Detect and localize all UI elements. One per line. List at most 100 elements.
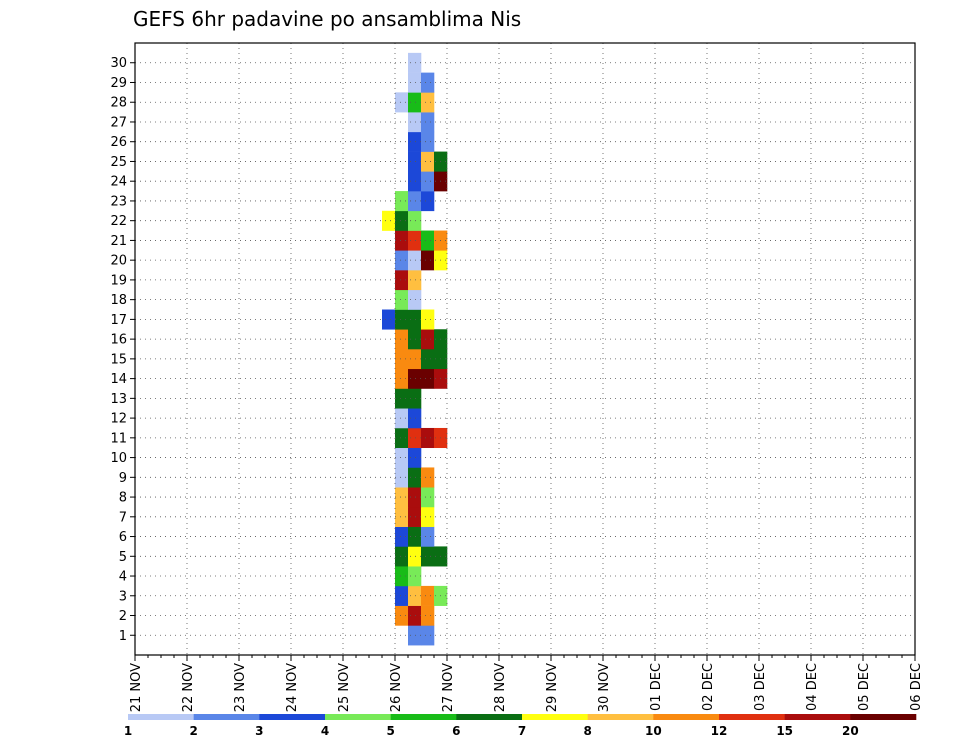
colorbar-tick-label: 7	[518, 724, 526, 738]
y-tick-label: 10	[110, 451, 127, 466]
y-tick-label: 17	[110, 313, 127, 328]
colorbar-swatch	[128, 714, 194, 720]
heatmap-cell	[395, 546, 409, 567]
heatmap-cell	[395, 605, 409, 626]
heatmap-cell	[395, 427, 409, 449]
heatmap-cell	[408, 151, 422, 172]
heatmap-cell	[395, 210, 409, 231]
x-tick-label: 04 DEC	[805, 663, 820, 711]
y-tick-label: 27	[110, 115, 127, 130]
heatmap-cell	[395, 289, 409, 310]
heatmap-cell	[421, 605, 435, 626]
y-tick-label: 20	[110, 254, 127, 269]
heatmap-cell	[395, 191, 409, 212]
heatmap-cell	[421, 349, 435, 370]
heatmap-cell	[408, 526, 422, 547]
heatmap-cell	[408, 447, 422, 468]
colorbar-tick-label: 20	[842, 724, 859, 738]
x-tick-label: 21 NOV	[129, 663, 144, 712]
x-tick-label: 30 NOV	[597, 663, 612, 712]
heatmap-cell	[408, 191, 422, 212]
heatmap-cell	[408, 171, 422, 192]
heatmap-cell	[395, 487, 409, 508]
colorbar-tick-label: 3	[255, 724, 263, 738]
heatmap-cell	[408, 72, 422, 93]
y-tick-label: 6	[119, 530, 127, 545]
y-tick-label: 26	[110, 135, 127, 150]
heatmap-cell	[408, 585, 422, 606]
heatmap-cell	[395, 250, 409, 271]
heatmap-cell	[421, 191, 435, 212]
heatmap-cell	[395, 506, 409, 527]
y-tick-label: 3	[119, 589, 127, 604]
heatmap-cell	[421, 625, 435, 646]
colorbar-tick-label: 4	[321, 724, 329, 738]
heatmap-cell	[421, 506, 435, 527]
heatmap-cell	[421, 526, 435, 547]
y-tick-label: 9	[119, 471, 127, 486]
y-tick-label: 15	[110, 352, 127, 367]
colorbar-swatch	[850, 714, 917, 720]
heatmap-cell	[395, 467, 409, 488]
heatmap-cell	[421, 487, 435, 508]
heatmap-cell	[408, 566, 422, 587]
y-tick-label: 1	[119, 629, 127, 644]
x-tick-label: 24 NOV	[285, 663, 300, 712]
colorbar-swatch	[259, 714, 326, 720]
y-tick-label: 5	[119, 550, 127, 565]
x-tick-label: 25 NOV	[337, 663, 352, 712]
heatmap-cell	[395, 309, 409, 330]
heatmap-cell	[421, 72, 435, 93]
y-tick-label: 24	[110, 175, 127, 190]
heatmap-cell	[421, 467, 435, 488]
heatmap-cell	[421, 250, 435, 271]
heatmap-cell	[395, 408, 409, 429]
y-tick-label: 19	[110, 273, 127, 288]
heatmap-cell	[421, 309, 435, 330]
colorbar-legend: 1 2 3 4 5 6 7 8 10 12 15 20	[124, 714, 917, 738]
heatmap-cell	[408, 349, 422, 370]
colorbar-swatch	[456, 714, 523, 720]
heatmap-cell	[408, 506, 422, 527]
heatmap-cell	[395, 368, 409, 389]
heatmap-cell	[408, 289, 422, 310]
y-tick-label: 7	[119, 510, 127, 525]
y-tick-label: 14	[110, 372, 127, 387]
y-tick-label: 8	[119, 491, 127, 506]
heatmap-cell	[395, 388, 409, 409]
y-tick-label: 11	[110, 431, 127, 446]
colorbar-swatch	[784, 714, 851, 720]
colorbar-swatch	[390, 714, 457, 720]
heatmap-cell	[408, 487, 422, 508]
heatmap-cell	[408, 309, 422, 330]
x-tick-label: 26 NOV	[389, 663, 404, 712]
x-tick-label: 05 DEC	[857, 663, 872, 711]
colorbar-tick-label: 1	[124, 724, 132, 738]
y-tick-label: 23	[110, 194, 127, 209]
heatmap-cell	[395, 329, 409, 350]
heatmap-cell	[421, 230, 435, 251]
y-tick-label: 12	[110, 412, 127, 427]
colorbar-tick-label: 8	[583, 724, 591, 738]
colorbar-swatch	[653, 714, 720, 720]
x-tick-label: 28 NOV	[493, 663, 508, 712]
heatmap-cell	[408, 230, 422, 251]
heatmap-cell	[395, 349, 409, 370]
heatmap-cell	[395, 92, 409, 113]
chart-title: GEFS 6hr padavine po ansamblima Nis	[133, 7, 521, 31]
y-tick-label: 28	[110, 96, 127, 111]
y-tick-label: 18	[110, 293, 127, 308]
y-tick-label: 16	[110, 333, 127, 348]
y-tick-label: 29	[110, 76, 127, 91]
heatmap-cell	[395, 585, 409, 606]
heatmap-cell	[382, 210, 396, 231]
heatmap-cell	[408, 131, 422, 152]
x-tick-label: 23 NOV	[233, 663, 248, 712]
heatmap-cell	[408, 408, 422, 429]
heatmap-cell	[421, 546, 435, 567]
colorbar-swatch	[193, 714, 260, 720]
x-tick-label: 01 DEC	[649, 663, 664, 711]
heatmap-cell	[421, 131, 435, 152]
heatmap-cell	[408, 388, 422, 409]
